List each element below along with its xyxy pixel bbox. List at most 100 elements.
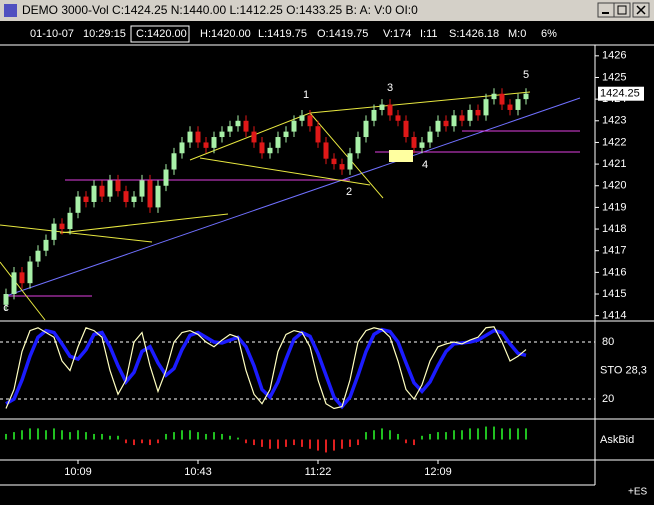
askbid-bar bbox=[125, 439, 127, 444]
info-field: I:11 bbox=[420, 28, 438, 40]
trend-line bbox=[0, 261, 46, 321]
askbid-bar bbox=[189, 430, 191, 440]
candle-body bbox=[403, 120, 409, 138]
y-tick-label: 1415 bbox=[602, 288, 626, 300]
info-field: V:174 bbox=[383, 28, 411, 40]
candle-body bbox=[35, 250, 41, 262]
candle-body bbox=[75, 196, 81, 213]
candle-body bbox=[163, 169, 169, 186]
askbid-bar bbox=[93, 433, 95, 440]
stochastic-line bbox=[5, 327, 527, 410]
trend-line bbox=[189, 112, 311, 161]
askbid-bar bbox=[77, 430, 79, 440]
askbid-bar bbox=[85, 432, 87, 440]
askbid-bar bbox=[237, 437, 239, 440]
candle-body bbox=[11, 272, 17, 295]
minimize-button[interactable] bbox=[597, 2, 615, 18]
askbid-bar bbox=[37, 428, 39, 440]
askbid-bar bbox=[421, 435, 423, 440]
candle-body bbox=[347, 153, 353, 170]
askbid-bar bbox=[253, 439, 255, 446]
candle-body bbox=[187, 131, 193, 143]
askbid-bar bbox=[357, 439, 359, 446]
askbid-bar bbox=[413, 439, 415, 446]
askbid-bar bbox=[13, 432, 15, 440]
window-buttons[interactable] bbox=[597, 2, 650, 18]
candle-body bbox=[3, 294, 9, 305]
x-tick-label: 10:09 bbox=[64, 466, 92, 478]
candle-body bbox=[435, 120, 441, 132]
candle-body bbox=[155, 185, 161, 208]
askbid-bar bbox=[181, 430, 183, 440]
candle-body bbox=[459, 115, 465, 121]
y-tick-label: 1414 bbox=[602, 310, 626, 322]
askbid-bar bbox=[341, 439, 343, 449]
askbid-bar bbox=[165, 433, 167, 440]
askbid-bar bbox=[365, 432, 367, 440]
candle-body bbox=[219, 131, 225, 138]
info-field: O:1419.75 bbox=[317, 28, 368, 40]
candle-body bbox=[451, 115, 457, 127]
y-tick-label: 1422 bbox=[602, 136, 626, 148]
askbid-bar bbox=[493, 426, 495, 440]
y-tick-label: 1421 bbox=[602, 158, 626, 170]
candle-body bbox=[107, 180, 113, 197]
info-field: L:1419.75 bbox=[258, 28, 307, 40]
x-tick-label: 10:43 bbox=[184, 466, 212, 478]
wave-label: 1 bbox=[303, 89, 309, 101]
candle-body bbox=[315, 126, 321, 143]
candle-body bbox=[507, 104, 513, 110]
askbid-bar bbox=[485, 426, 487, 440]
trend-line bbox=[199, 157, 371, 186]
trend-line bbox=[309, 112, 384, 199]
askbid-bar bbox=[397, 433, 399, 440]
askbid-bar bbox=[349, 439, 351, 447]
candle-body bbox=[267, 147, 273, 154]
symbol-label: +ES bbox=[628, 487, 648, 498]
highlight-box bbox=[389, 150, 413, 162]
candle-body bbox=[27, 261, 33, 284]
askbid-bar bbox=[389, 430, 391, 440]
askbid-bar bbox=[405, 439, 407, 444]
maximize-button[interactable] bbox=[613, 2, 631, 18]
candle-body bbox=[275, 137, 281, 148]
candle-body bbox=[59, 223, 65, 230]
candle-body bbox=[491, 93, 497, 100]
indicator-label: AskBid bbox=[600, 434, 634, 446]
askbid-bar bbox=[197, 432, 199, 440]
candle-body bbox=[443, 120, 449, 127]
candle-body bbox=[179, 142, 185, 154]
candle-body bbox=[419, 142, 425, 148]
candle-body bbox=[387, 104, 393, 116]
candle-body bbox=[411, 137, 417, 148]
candle-body bbox=[299, 115, 305, 121]
askbid-bar bbox=[173, 432, 175, 440]
askbid-bar bbox=[221, 433, 223, 440]
x-tick-label: 11:22 bbox=[305, 466, 332, 478]
stochastic-line bbox=[5, 326, 527, 410]
info-box bbox=[130, 25, 190, 43]
askbid-bar bbox=[53, 428, 55, 440]
askbid-bar bbox=[333, 439, 335, 451]
candle-body bbox=[243, 120, 249, 132]
askbid-bar bbox=[477, 428, 479, 440]
info-field: C:1420.00 bbox=[136, 28, 187, 40]
candle-body bbox=[475, 109, 481, 116]
wave-label: 4 bbox=[422, 159, 428, 171]
y-tick-label: 1426 bbox=[602, 50, 626, 62]
askbid-bar bbox=[61, 430, 63, 440]
askbid-bar bbox=[21, 430, 23, 440]
candle-body bbox=[91, 185, 97, 202]
trend-line bbox=[0, 224, 153, 243]
candle-body bbox=[51, 223, 57, 240]
candle-body bbox=[467, 109, 473, 121]
wave-label: 5 bbox=[523, 69, 529, 81]
candle-body bbox=[139, 180, 145, 197]
trend-line bbox=[59, 213, 229, 234]
candle-body bbox=[115, 180, 121, 192]
wave-label: c bbox=[3, 302, 9, 314]
y-tick-label: 1420 bbox=[602, 180, 626, 192]
candle-body bbox=[307, 115, 313, 127]
